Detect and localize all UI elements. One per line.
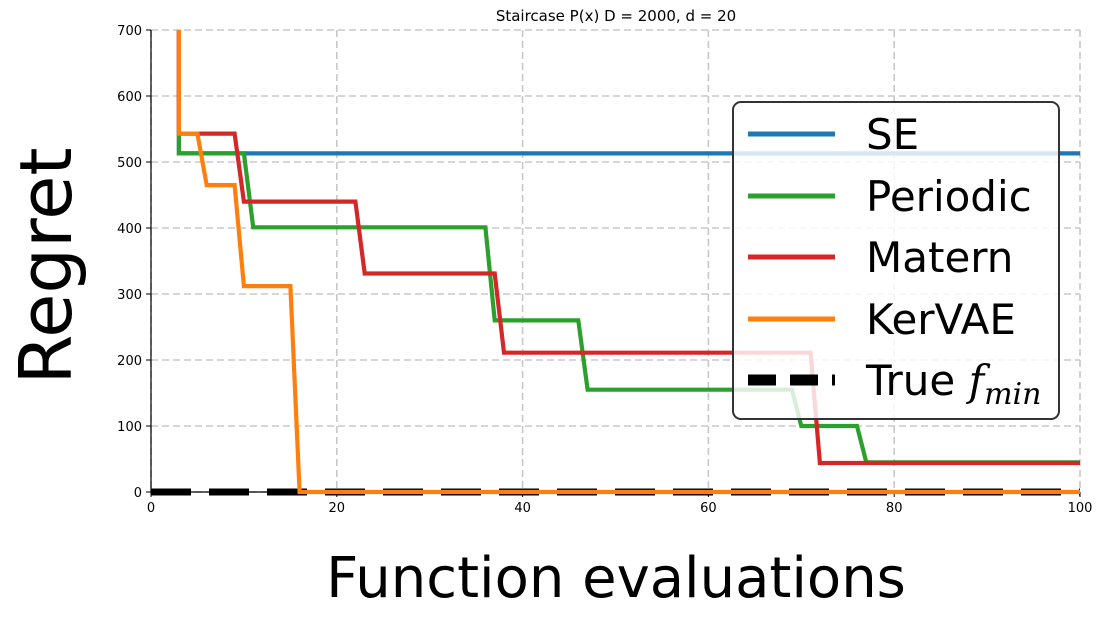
x-tick-label: 100 bbox=[1068, 501, 1093, 516]
legend-label-subscript: min bbox=[984, 377, 1041, 412]
y-tick-label: 300 bbox=[117, 288, 142, 303]
y-tick-label: 0 bbox=[134, 486, 142, 501]
legend-label: Periodic bbox=[866, 172, 1032, 221]
y-tick-label: 500 bbox=[117, 156, 142, 171]
legend-box bbox=[732, 101, 1060, 420]
y-tick-label: 600 bbox=[117, 90, 142, 105]
legend-label: KerVAE bbox=[866, 295, 1016, 344]
series-line-kervae bbox=[176, 30, 1080, 495]
legend-label: SE bbox=[866, 110, 919, 159]
series-line-periodic bbox=[176, 30, 1080, 465]
x-tick-label: 20 bbox=[329, 501, 346, 516]
x-axis-label: Function evaluations bbox=[326, 546, 906, 611]
y-tick-label: 200 bbox=[117, 354, 142, 369]
x-tick-label: 0 bbox=[147, 501, 155, 516]
x-tick-label: 80 bbox=[886, 501, 903, 516]
y-axis-label: Regret bbox=[4, 147, 88, 384]
legend-label-text: True bbox=[865, 356, 969, 405]
legend: SE Periodic Matern KerVAE True fmin bbox=[732, 101, 1060, 420]
tick-labels: 0 20 40 60 80 100 0 100 200 300 400 500 600 700 bbox=[117, 24, 1092, 516]
chart-title: Staircase P(x) D = 2000, d = 20 bbox=[496, 7, 736, 25]
legend-label: True fmin bbox=[865, 356, 1041, 412]
y-tick-label: 400 bbox=[117, 222, 142, 237]
legend-label: Matern bbox=[866, 233, 1013, 282]
y-tick-label: 100 bbox=[117, 420, 142, 435]
y-tick-label: 700 bbox=[117, 24, 142, 39]
x-tick-label: 40 bbox=[514, 501, 531, 516]
x-tick-label: 60 bbox=[700, 501, 717, 516]
